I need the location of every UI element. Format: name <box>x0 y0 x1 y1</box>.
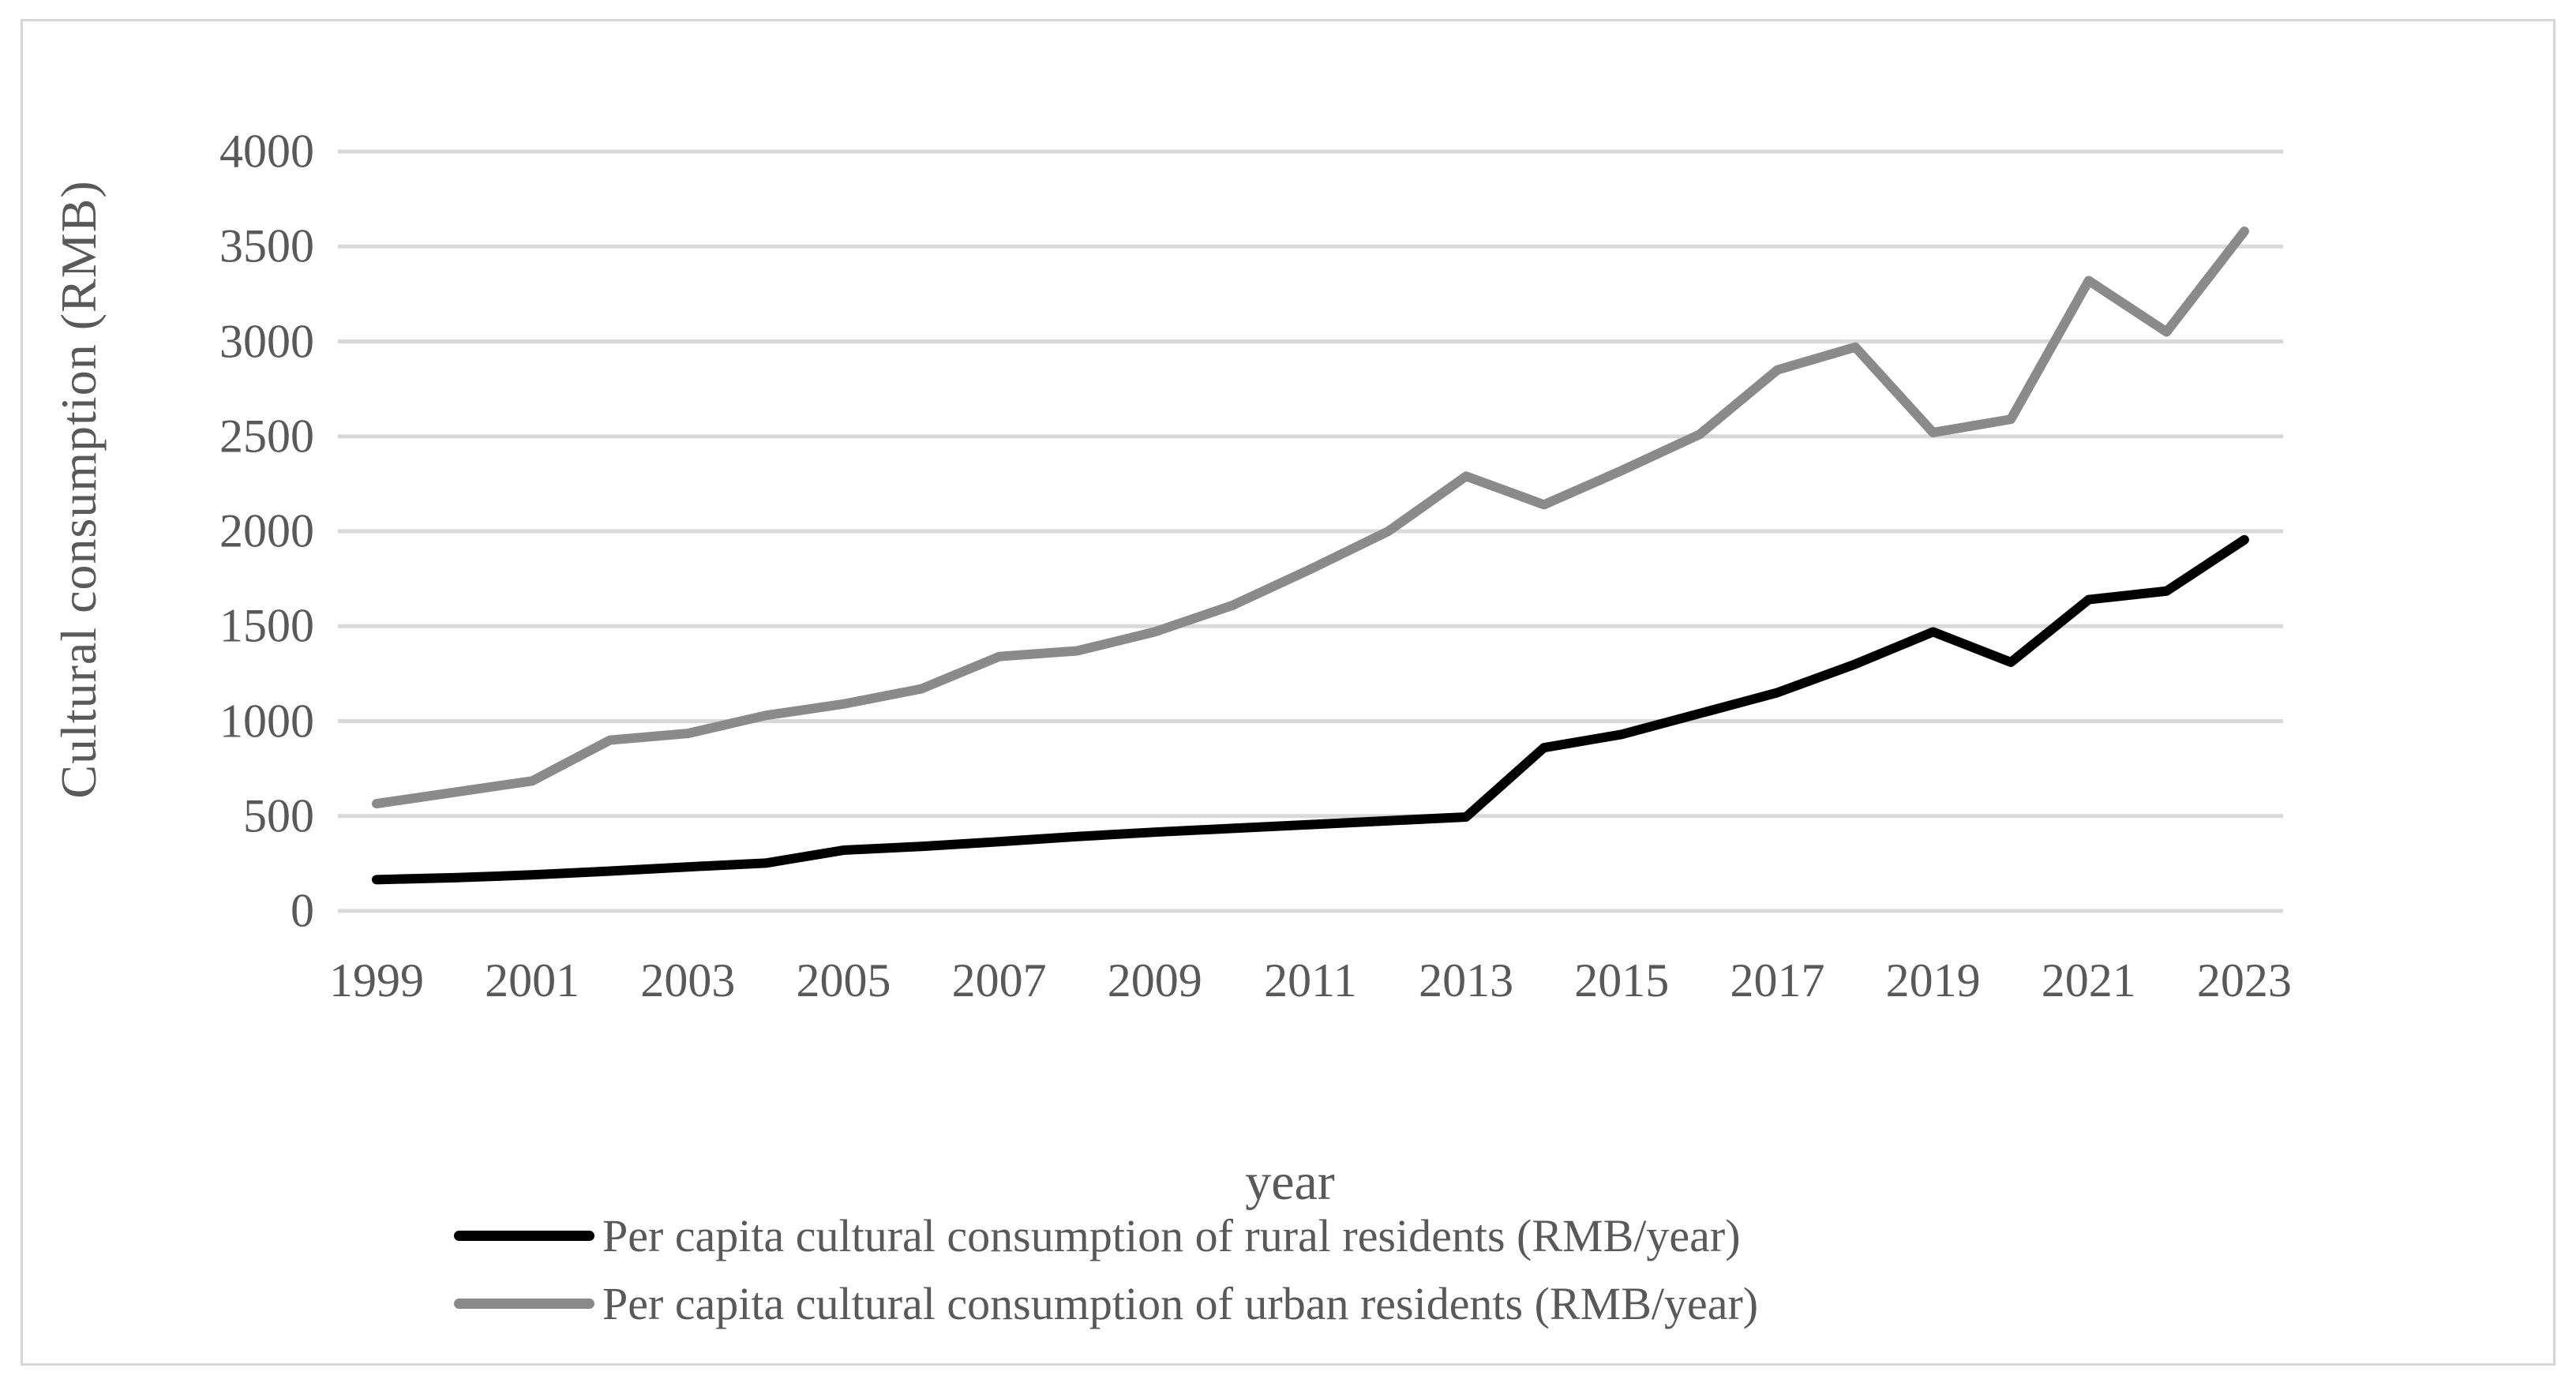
legend-marker-rural-line <box>454 1230 594 1241</box>
x-tick-label-2007: 2007 <box>951 954 1047 1006</box>
series-lines <box>372 227 2249 885</box>
x-tick-label-2011: 2011 <box>1264 954 1357 1006</box>
y-tick-label-4000: 4000 <box>219 125 314 178</box>
y-tick-label-3000: 3000 <box>219 315 314 367</box>
x-tick-label-2003: 2003 <box>640 954 736 1006</box>
legend-marker-urban-line <box>454 1298 594 1309</box>
x-tick-label-2021: 2021 <box>2041 954 2136 1006</box>
y-tick-label-2500: 2500 <box>219 410 314 463</box>
y-tick-label-2000: 2000 <box>219 504 314 557</box>
x-tick-label-2001: 2001 <box>485 954 580 1006</box>
y-tick-label-0: 0 <box>291 884 314 937</box>
x-tick-label-2009: 2009 <box>1107 954 1202 1006</box>
legend-label-rural: Per capita cultural consumption of rural… <box>602 1209 1741 1261</box>
series-line-urban <box>372 227 2249 809</box>
y-tick-label-3500: 3500 <box>219 219 314 272</box>
legend-label-urban: Per capita cultural consumption of urban… <box>602 1277 1759 1329</box>
x-tick-label-2005: 2005 <box>796 954 891 1006</box>
legend-item-rural: Per capita cultural consumption of rural… <box>454 1201 1758 1269</box>
y-tick-label-1500: 1500 <box>219 599 314 652</box>
x-tick-label-2013: 2013 <box>1419 954 1514 1006</box>
y-axis-title: Cultural consumption (RMB) <box>51 180 107 799</box>
y-tick-label-1000: 1000 <box>219 695 314 747</box>
x-tick-label-1999: 1999 <box>329 954 424 1006</box>
gridlines <box>338 149 2283 913</box>
y-tick-label-500: 500 <box>243 789 314 842</box>
legend: Per capita cultural consumption of rural… <box>454 1201 1758 1337</box>
x-tick-label-2019: 2019 <box>1885 954 1981 1006</box>
figure-border <box>21 19 2555 1366</box>
x-tick-label-2017: 2017 <box>1730 954 1825 1006</box>
legend-item-urban: Per capita cultural consumption of urban… <box>454 1269 1758 1337</box>
x-axis-title: year <box>1245 1153 1335 1211</box>
x-tick-label-2023: 2023 <box>2196 954 2292 1006</box>
series-line-rural <box>372 534 2249 885</box>
x-tick-label-2015: 2015 <box>1574 954 1670 1006</box>
